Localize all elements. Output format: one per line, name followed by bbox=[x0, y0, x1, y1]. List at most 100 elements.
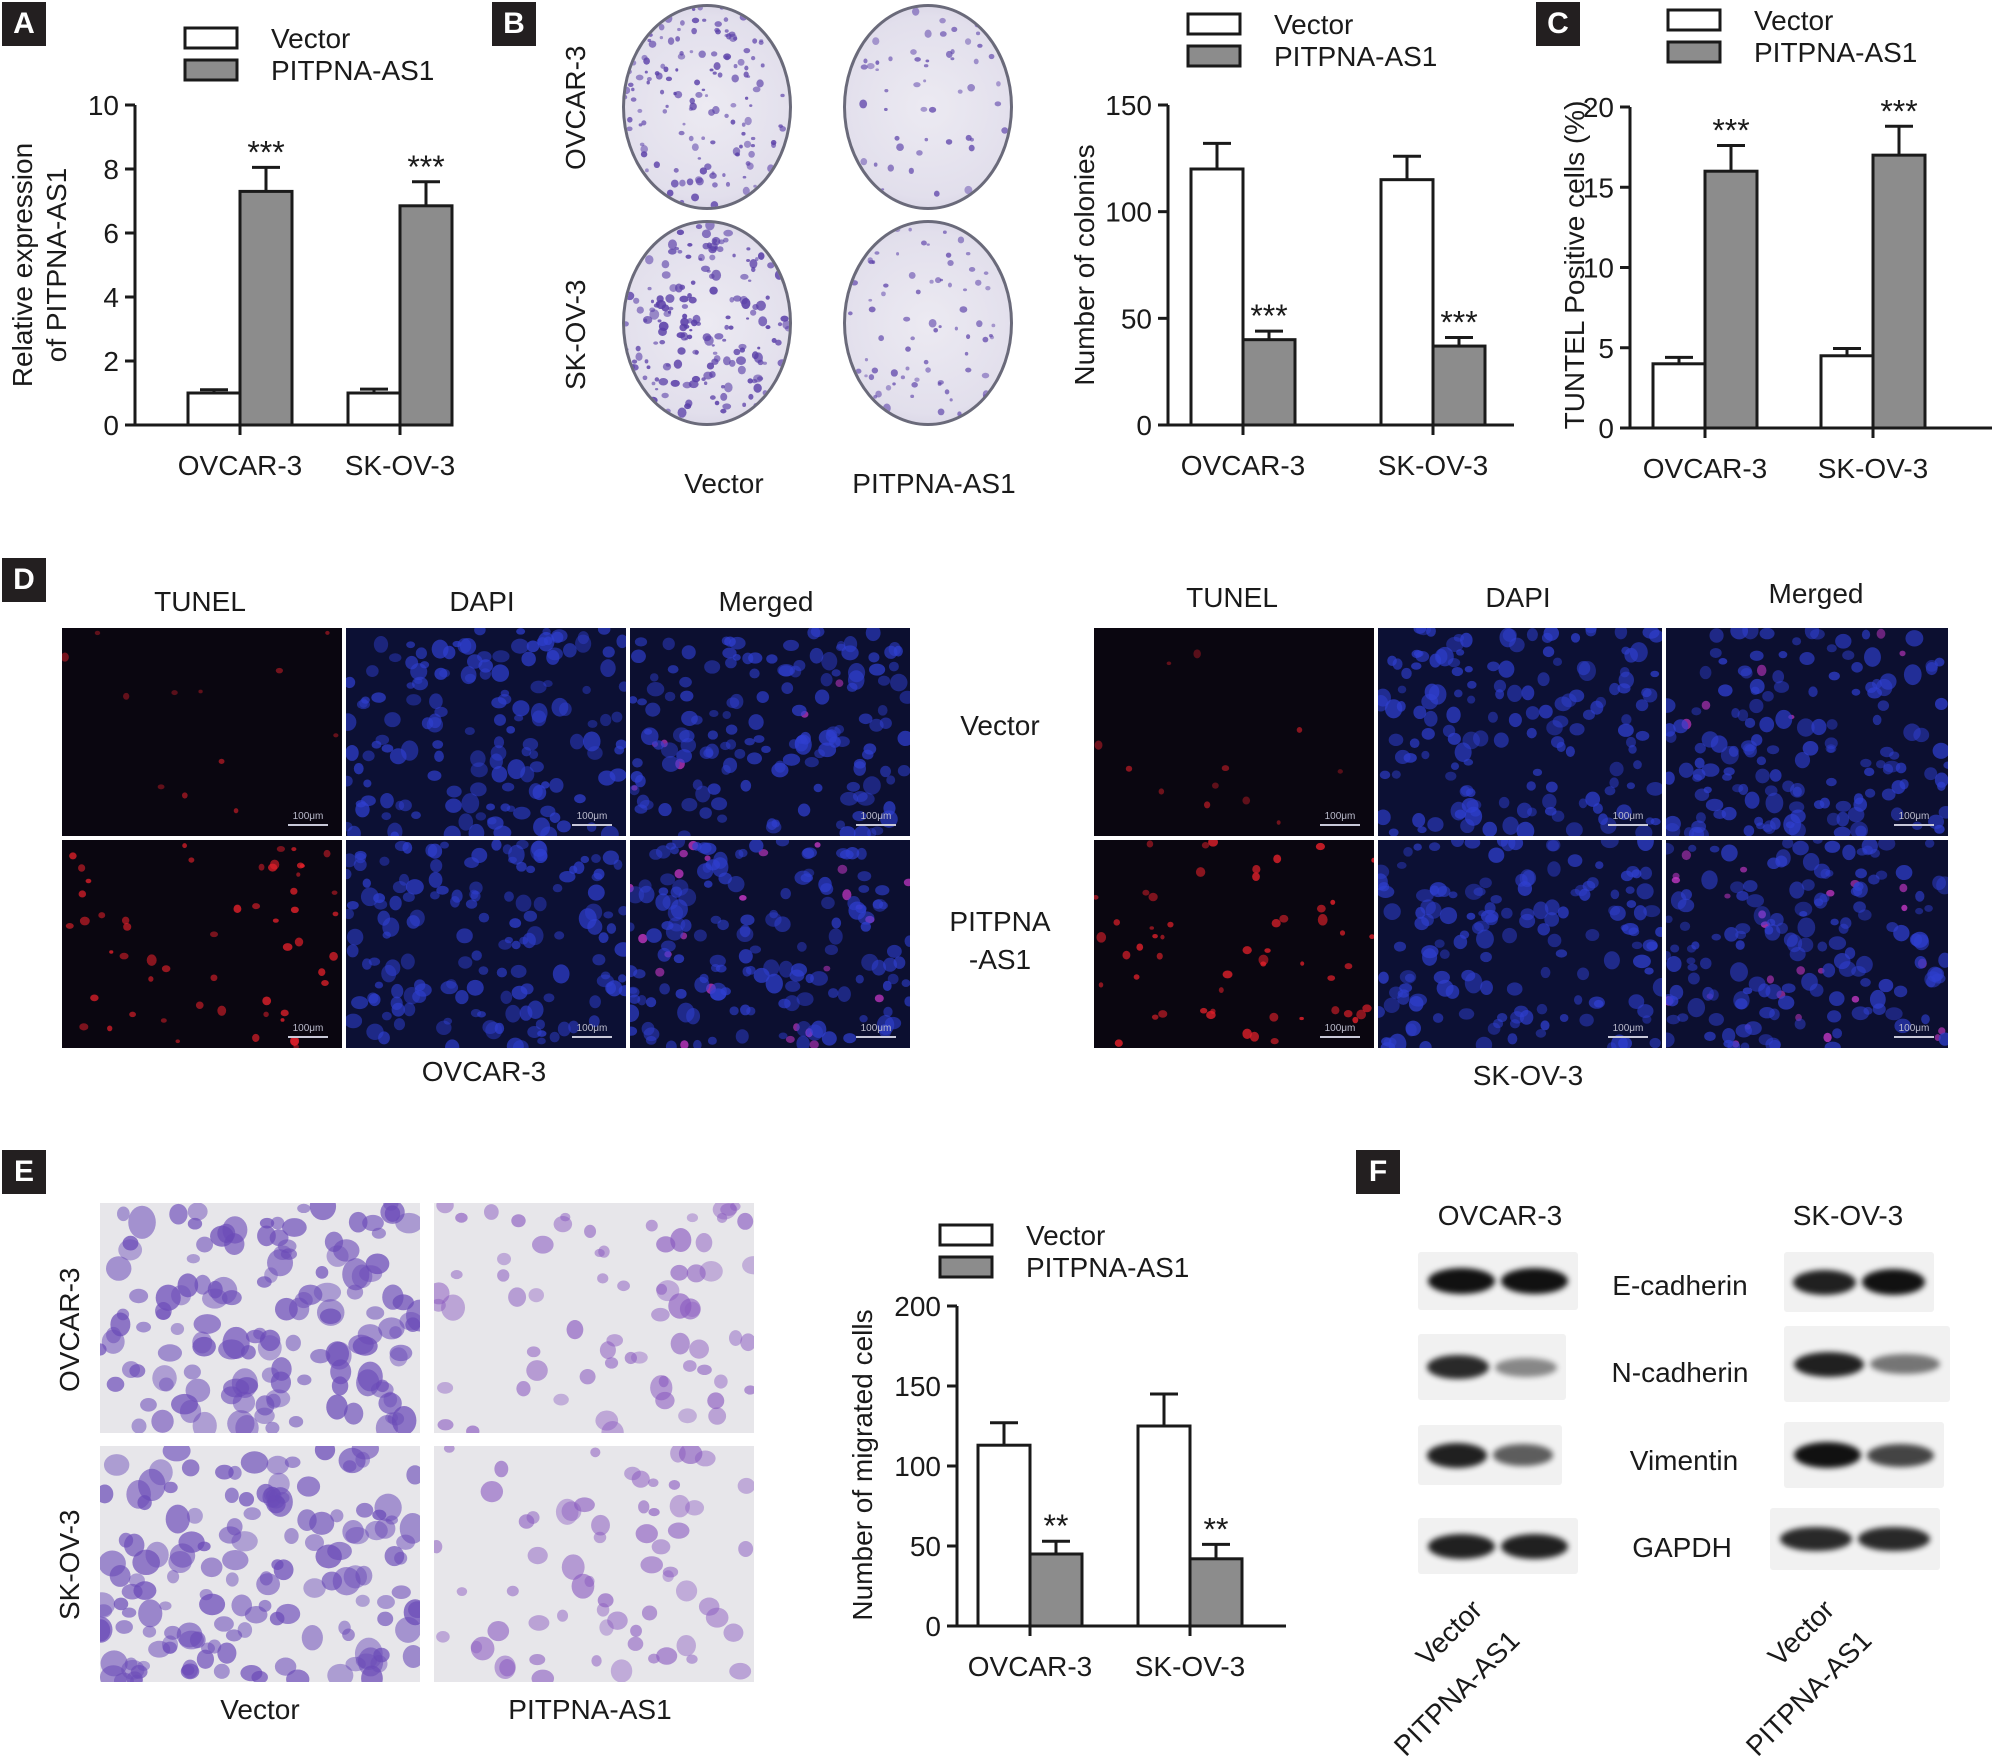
scale-bar: 100μm bbox=[856, 811, 896, 826]
significance-label-a: *** bbox=[407, 149, 444, 185]
y-tick-label-e: 0 bbox=[925, 1611, 941, 1642]
y-tick-label-c: 20 bbox=[1583, 92, 1614, 123]
dapi-nuclei bbox=[1378, 628, 1662, 836]
blot-band bbox=[1427, 1533, 1495, 1559]
blot-protein-label-3: Vimentin bbox=[1629, 1445, 1739, 1476]
panel-label-e: E bbox=[2, 1150, 46, 1194]
dapi-nuclei bbox=[1378, 840, 1662, 1048]
bar-b-sk-ov-3-1 bbox=[1431, 344, 1487, 427]
dapi-nuclei bbox=[1666, 628, 1948, 836]
legend-label-e-0: Vector bbox=[1026, 1220, 1105, 1251]
migrated-cells bbox=[434, 1203, 754, 1433]
x-tick-label-b: SK-OV-3 bbox=[1378, 450, 1488, 481]
tunel-signal bbox=[65, 843, 339, 1048]
tunel-col-label-4: TUNEL bbox=[1186, 582, 1278, 613]
y-tick-label-a: 0 bbox=[103, 410, 119, 441]
scale-bar: 100μm bbox=[1894, 1023, 1934, 1038]
tunel-image-ovcar3-pitpna-merged: 100μm bbox=[630, 840, 910, 1048]
tunel-image-ovcar3-vector-tunel: 100μm bbox=[62, 628, 342, 836]
bar-c-sk-ov-3-0 bbox=[1819, 354, 1875, 430]
tunel-image-skov3-pitpna-dapi: 100μm bbox=[1378, 840, 1662, 1048]
colony-dots bbox=[846, 7, 1009, 207]
bar-a-ovcar-3-0 bbox=[186, 391, 242, 427]
legend-swatch-c-1 bbox=[1666, 40, 1722, 64]
tunel-row-label-pitpna-1: PITPNA bbox=[949, 906, 1051, 937]
tunel-image-ovcar3-vector-dapi: 100μm bbox=[346, 628, 626, 836]
y-tick-label-a: 8 bbox=[103, 154, 119, 185]
tunel-col-label-2: DAPI bbox=[449, 586, 515, 617]
tunel-signal bbox=[62, 630, 339, 814]
tunel-row-label-pitpna-2: -AS1 bbox=[968, 944, 1032, 975]
significance-label-a: *** bbox=[247, 134, 284, 170]
bar-c-ovcar-3-0 bbox=[1651, 362, 1707, 430]
migration-row-label-1: OVCAR-3 bbox=[54, 1267, 85, 1392]
migration-image-ovcar3-pitpna bbox=[434, 1203, 754, 1433]
legend-swatch-a-0 bbox=[183, 26, 239, 50]
scale-bar: 100μm bbox=[1320, 811, 1360, 826]
scale-bar: 100μm bbox=[1894, 811, 1934, 826]
bar-c-sk-ov-3-1 bbox=[1871, 153, 1927, 430]
tunel-image-skov3-vector-merged: 100μm bbox=[1666, 628, 1948, 836]
legend-swatch-c-0 bbox=[1666, 8, 1722, 32]
blot-strip-ovcar-3-0 bbox=[1418, 1252, 1578, 1310]
migration-col-label-2: PITPNA-AS1 bbox=[508, 1694, 672, 1725]
y-tick-label-a: 2 bbox=[103, 346, 119, 377]
scale-bar: 100μm bbox=[288, 811, 328, 826]
blot-band bbox=[1501, 1533, 1569, 1559]
blot-band bbox=[1793, 1442, 1861, 1468]
tunel-image-ovcar3-pitpna-tunel: 100μm bbox=[62, 840, 342, 1048]
tunel-group-label-1: OVCAR-3 bbox=[421, 1056, 547, 1087]
blot-band bbox=[1858, 1526, 1930, 1552]
migration-image-ovcar3-vector bbox=[100, 1203, 420, 1433]
blot-strip-sk-ov-3-2 bbox=[1784, 1422, 1944, 1488]
blot-strip-sk-ov-3-0 bbox=[1784, 1252, 1934, 1312]
blot-strip-sk-ov-3-3 bbox=[1770, 1508, 1940, 1570]
colony-dots bbox=[846, 227, 1010, 422]
blot-band bbox=[1427, 1268, 1495, 1294]
legend-label-c-0: Vector bbox=[1754, 5, 1833, 36]
x-tick-label-b: OVCAR-3 bbox=[1181, 450, 1305, 481]
blot-strip-ovcar-3-2 bbox=[1418, 1425, 1562, 1485]
migration-image-skov3-pitpna bbox=[434, 1446, 754, 1682]
significance-label-e: ** bbox=[1044, 1508, 1069, 1544]
y-tick-label-c: 5 bbox=[1598, 333, 1614, 364]
migrated-cells bbox=[100, 1203, 420, 1433]
panel-label-d: D bbox=[2, 558, 46, 602]
colony-dots bbox=[625, 223, 789, 423]
colony-dish-ovcar3-pitpna bbox=[843, 4, 1013, 210]
blot-band bbox=[1780, 1526, 1852, 1552]
blot-band bbox=[1862, 1269, 1925, 1295]
migrated-cells bbox=[100, 1446, 420, 1682]
scale-bar: 100μm bbox=[1608, 811, 1648, 826]
scale-bar: 100μm bbox=[1320, 1023, 1360, 1038]
y-axis-title-c: TUNTEL Positive cells (%) bbox=[1559, 101, 1590, 430]
legend-swatch-a-1 bbox=[183, 58, 239, 82]
legend-swatch-e-0 bbox=[938, 1223, 994, 1247]
legend-label-e-1: PITPNA-AS1 bbox=[1026, 1252, 1189, 1283]
blot-strip-sk-ov-3-1 bbox=[1784, 1326, 1950, 1402]
migrated-cells bbox=[434, 1446, 754, 1682]
legend-label-c-1: PITPNA-AS1 bbox=[1754, 37, 1917, 68]
migration-image-skov3-vector bbox=[100, 1446, 420, 1682]
tunel-col-label-6: Merged bbox=[1768, 578, 1864, 609]
migration-col-label-1: Vector bbox=[220, 1694, 300, 1725]
bar-e-sk-ov-3-1 bbox=[1188, 1557, 1244, 1628]
bar-b-ovcar-3-1 bbox=[1241, 338, 1297, 427]
legend-label-a-0: Vector bbox=[271, 23, 350, 54]
blot-protein-label-1: E-cadherin bbox=[1612, 1270, 1748, 1301]
x-tick-label-c: OVCAR-3 bbox=[1643, 453, 1767, 484]
tunel-col-label-1: TUNEL bbox=[154, 586, 246, 617]
scale-bar: 100μm bbox=[856, 1023, 896, 1038]
bar-e-ovcar-3-1 bbox=[1028, 1552, 1084, 1628]
blot-band bbox=[1793, 1269, 1856, 1295]
blot-strip-ovcar-3-3 bbox=[1418, 1518, 1578, 1574]
legend-label-a-1: PITPNA-AS1 bbox=[271, 55, 434, 86]
y-axis-title-a-2: of PITPNA-AS1 bbox=[41, 168, 72, 363]
colony-row-label-2: SK-OV-3 bbox=[560, 279, 591, 390]
dapi-nuclei bbox=[630, 628, 910, 836]
x-tick-label-a: SK-OV-3 bbox=[345, 450, 455, 481]
tunel-signal bbox=[1094, 840, 1374, 1047]
legend-swatch-b-1 bbox=[1186, 44, 1242, 68]
blot-band bbox=[1492, 1444, 1554, 1466]
